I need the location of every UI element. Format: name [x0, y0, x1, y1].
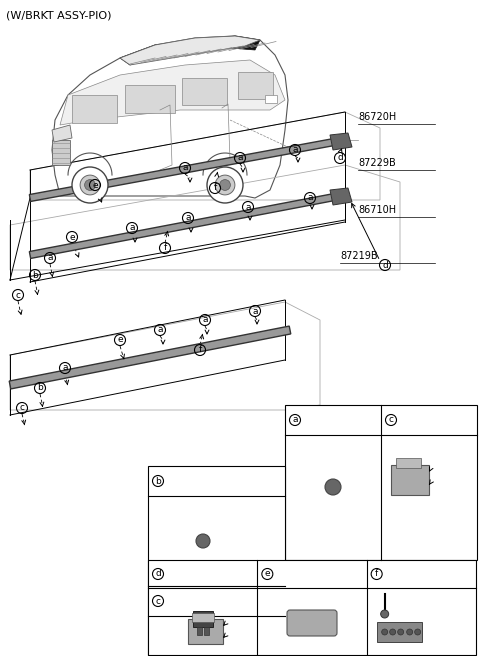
Text: 87219B: 87219B: [340, 251, 378, 261]
Text: e: e: [69, 232, 75, 241]
Text: f: f: [375, 569, 378, 579]
Text: f: f: [163, 243, 167, 253]
Text: 87218R: 87218R: [228, 630, 261, 640]
Text: 1125DB: 1125DB: [392, 594, 422, 602]
Circle shape: [415, 629, 420, 635]
Text: a: a: [307, 194, 313, 203]
Text: a: a: [47, 253, 53, 262]
Text: f: f: [198, 346, 202, 354]
Polygon shape: [330, 188, 352, 205]
Circle shape: [80, 175, 100, 195]
Text: 87298G: 87298G: [392, 642, 421, 651]
Circle shape: [219, 180, 230, 190]
Circle shape: [72, 167, 108, 203]
Text: a: a: [237, 154, 243, 163]
Bar: [204, 627, 209, 635]
Bar: [391, 465, 429, 495]
Text: a: a: [245, 203, 251, 211]
Text: a: a: [292, 146, 298, 155]
Bar: [192, 611, 213, 627]
Circle shape: [397, 629, 404, 635]
Text: 87218L: 87218L: [433, 464, 464, 472]
Text: 87218R: 87218R: [433, 478, 466, 487]
Text: 87756J: 87756J: [170, 569, 204, 579]
Text: c: c: [15, 291, 21, 300]
Polygon shape: [120, 36, 260, 65]
Bar: [285, 405, 477, 560]
Bar: [125, 85, 175, 113]
Bar: [52, 140, 70, 165]
Text: 87257A: 87257A: [307, 415, 345, 425]
Circle shape: [382, 629, 388, 635]
Circle shape: [381, 610, 389, 618]
Circle shape: [407, 629, 413, 635]
Text: e: e: [264, 569, 270, 579]
Circle shape: [207, 167, 243, 203]
Text: a: a: [157, 325, 163, 335]
Polygon shape: [29, 136, 346, 201]
Text: d: d: [382, 260, 388, 270]
Text: c: c: [156, 596, 160, 605]
Text: c: c: [20, 403, 24, 413]
Polygon shape: [60, 60, 285, 125]
Text: a: a: [62, 363, 68, 373]
Circle shape: [84, 180, 96, 190]
Bar: [197, 627, 202, 635]
Text: b: b: [32, 270, 38, 279]
Text: 86710H: 86710H: [358, 205, 396, 215]
Bar: [192, 613, 214, 622]
Bar: [148, 466, 285, 655]
Polygon shape: [52, 125, 72, 142]
Text: 87218L: 87218L: [228, 619, 259, 628]
Bar: [72, 95, 117, 123]
Bar: [396, 458, 421, 468]
Text: d: d: [337, 154, 343, 163]
Text: d: d: [155, 569, 161, 579]
Text: a: a: [252, 306, 258, 316]
Text: f: f: [214, 184, 216, 192]
Polygon shape: [9, 326, 291, 389]
Text: (W/BRKT ASSY-PIO): (W/BRKT ASSY-PIO): [6, 10, 111, 20]
Text: a: a: [182, 163, 188, 173]
Text: 87255: 87255: [170, 484, 201, 494]
Text: 86720H: 86720H: [358, 112, 396, 122]
Bar: [265, 95, 277, 103]
FancyBboxPatch shape: [287, 610, 337, 636]
Polygon shape: [29, 192, 346, 258]
Bar: [148, 560, 476, 655]
Bar: [377, 622, 421, 642]
Text: a: a: [185, 213, 191, 222]
Text: a: a: [129, 224, 135, 232]
Text: 87229B: 87229B: [358, 158, 396, 168]
Circle shape: [390, 629, 396, 635]
Text: b: b: [37, 384, 43, 392]
Circle shape: [215, 175, 235, 195]
Text: c: c: [388, 415, 394, 424]
Circle shape: [196, 534, 210, 548]
Bar: [188, 619, 223, 644]
Text: 87249: 87249: [170, 473, 201, 483]
Text: b: b: [155, 476, 161, 485]
Polygon shape: [52, 36, 288, 198]
Text: a: a: [202, 316, 208, 325]
Text: a: a: [292, 415, 298, 424]
Bar: [238, 72, 273, 99]
Text: 68351A: 68351A: [279, 569, 317, 579]
Bar: [182, 78, 227, 105]
Polygon shape: [120, 36, 260, 65]
Text: e: e: [92, 180, 98, 190]
Polygon shape: [330, 133, 352, 150]
Circle shape: [325, 479, 341, 495]
Text: e: e: [117, 335, 123, 344]
